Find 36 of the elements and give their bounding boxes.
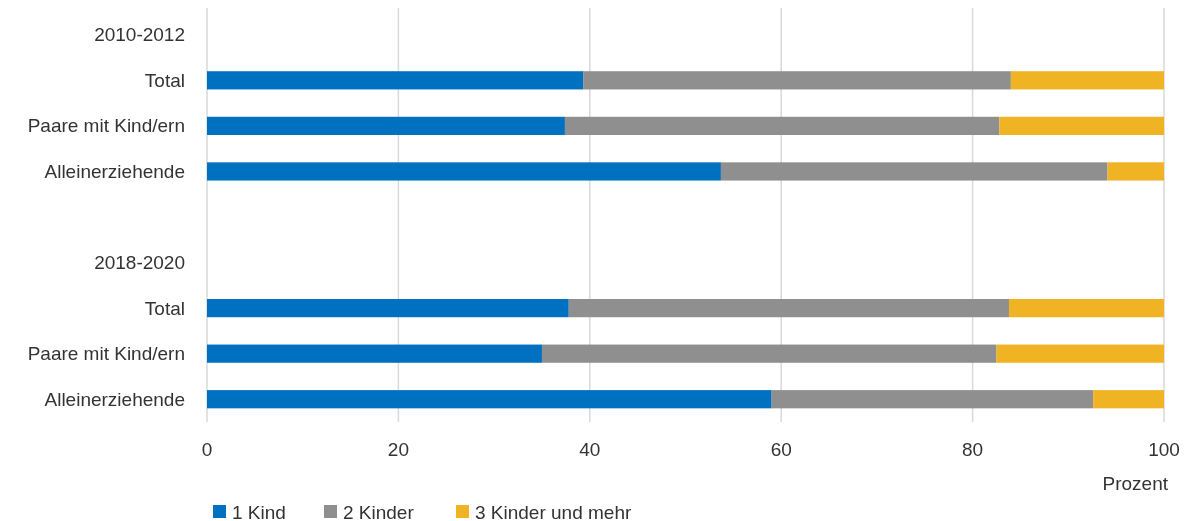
- x-tick-label: 60: [770, 439, 792, 460]
- x-tick-label: 80: [962, 439, 984, 460]
- bar: [207, 162, 721, 181]
- x-axis-title: Prozent: [1102, 473, 1169, 494]
- x-tick-label: 0: [201, 439, 213, 460]
- bar: [568, 299, 1009, 318]
- bar: [999, 116, 1164, 135]
- x-tick-label: 100: [1148, 439, 1180, 460]
- y-tick-label: 2018-2020: [94, 252, 185, 274]
- legend-label: 2 Kinder: [343, 501, 415, 521]
- legend-label: 1 Kind: [232, 501, 286, 521]
- bar: [1008, 299, 1164, 318]
- bar: [1010, 71, 1164, 90]
- y-tick-label: Paare mit Kind/ern: [27, 115, 185, 137]
- x-tick-label: 20: [387, 439, 409, 460]
- bar: [207, 299, 569, 318]
- y-tick-label: Alleinerziehende: [44, 160, 185, 182]
- bar: [207, 344, 542, 363]
- bar: [207, 390, 772, 409]
- bar: [564, 116, 1000, 135]
- x-tick-label: 40: [579, 439, 601, 460]
- bar: [1107, 162, 1164, 181]
- bar: [541, 344, 997, 363]
- bar: [996, 344, 1164, 363]
- y-tick-label: Total: [144, 69, 185, 91]
- y-tick-label: Total: [144, 297, 185, 319]
- bar: [583, 71, 1011, 90]
- bar: [720, 162, 1108, 181]
- legend-label: 3 Kinder und mehr: [475, 501, 632, 521]
- bar: [207, 116, 565, 135]
- y-tick-label: Alleinerziehende: [44, 388, 185, 410]
- bar: [1093, 390, 1164, 409]
- y-tick-label: Paare mit Kind/ern: [27, 343, 185, 365]
- y-tick-label: 2010-2012: [94, 24, 185, 46]
- bar: [771, 390, 1094, 409]
- bar: [207, 71, 584, 90]
